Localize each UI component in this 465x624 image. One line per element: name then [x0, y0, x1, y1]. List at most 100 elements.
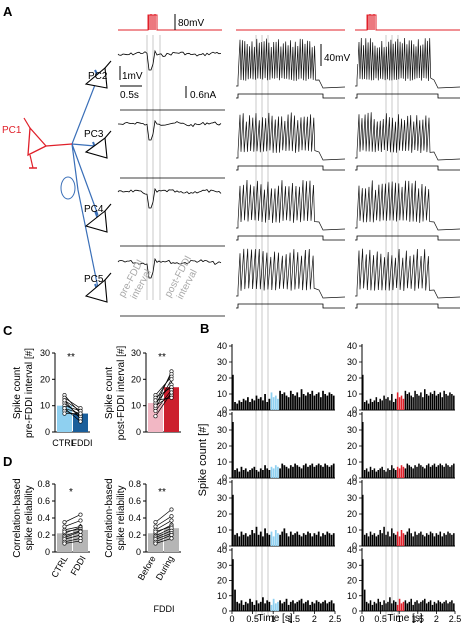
- d-right-point-2-b: [169, 514, 174, 519]
- hist-c2r2-bar-24: [406, 463, 409, 478]
- d-left-pair-line-1: [64, 514, 81, 523]
- d-right-pair-line-9: [155, 534, 172, 543]
- hist-c1r3-yticklabel-40: 40: [217, 477, 227, 487]
- stimulus-trace-ctrl-column: [118, 14, 222, 31]
- hist-c1r4-bar-4: [238, 603, 241, 611]
- hist-c2r1-bar-15: [389, 400, 391, 410]
- hist-c2r3-bar-5: [369, 531, 372, 546]
- hist-c1r2-bar-28: [289, 465, 292, 478]
- hist-c2r3-bar-42: [441, 536, 443, 546]
- hist-c2r4-bar-44: [445, 600, 447, 611]
- hist-c2r1-bar-23: [404, 390, 407, 410]
- c-right-pair-line-3: [155, 376, 172, 396]
- hist-c1r2-bar-24: [281, 463, 284, 478]
- pc3-label: PC3: [84, 129, 104, 140]
- hist-c2r4-bar-32: [422, 600, 424, 611]
- hist-c1r3-bar-47: [330, 534, 333, 546]
- hist-c2r4-bar-26: [410, 598, 412, 611]
- hist-c1r3-bar-33: [300, 536, 303, 546]
- hist-c2r4-bar-5: [369, 600, 372, 611]
- hist-c2r1-bar-39: [435, 395, 438, 410]
- hist-c2r3-bar-20: [398, 536, 401, 546]
- hist-c1r1-bar-22: [277, 398, 279, 410]
- hist-c2r2-bar-23: [404, 468, 407, 478]
- hist-c1r3-bar-41: [317, 531, 320, 546]
- hist-c1r4-bar-6: [242, 604, 245, 611]
- hist-c2r4-bar-17: [393, 600, 395, 611]
- hist-c1r2-bar-25: [283, 465, 286, 478]
- hist-c1r3-bar-19: [270, 531, 273, 546]
- hist-c1r2-bar-26: [285, 466, 288, 478]
- d-right-ytick-0-4: 0.4: [128, 513, 141, 523]
- hist-c1r1-bar-38: [311, 390, 314, 410]
- hist-c1r3-yticklabel-0: 0: [222, 541, 227, 551]
- hist-c2r4-bar-34: [425, 603, 428, 611]
- hist-c1r3-yticklabel-10: 10: [217, 525, 227, 535]
- hist-c2r3-bar-41: [439, 531, 442, 546]
- hist-c1r1-bar-1: [232, 374, 234, 410]
- hist-c1r3-bar-4: [238, 536, 241, 546]
- hist-c2r1-bar-35: [427, 395, 430, 410]
- hist-c2r1-bar-7: [373, 400, 376, 410]
- hist-c1r4-bar-31: [296, 601, 299, 611]
- hist-c1r2-bar-44: [324, 463, 327, 478]
- hist-c1r1-bar-14: [259, 397, 262, 410]
- d-right-pair-line-6: [155, 527, 172, 537]
- hist-c2r2-bar-27: [412, 468, 414, 478]
- spike-train-col2-row2: [355, 112, 461, 161]
- hist-c2r4-yticklabel-30: 30: [347, 560, 357, 570]
- hist-c1r1-bar-41: [317, 392, 320, 410]
- hist-c1r1-bar-17: [266, 402, 269, 410]
- extracellular-trace-3: [118, 119, 222, 141]
- c-right-pair-line-6: [155, 386, 172, 399]
- c-left-ytick-30: 30: [40, 348, 50, 358]
- hist-c2r2-bar-22: [402, 466, 405, 478]
- hist-c1r1-bar-18: [268, 398, 271, 410]
- hist-c2r3-bar-36: [429, 531, 432, 546]
- d-right-significance: **: [158, 487, 166, 498]
- hist-c1r1-bar-45: [326, 395, 329, 410]
- hist-c1r4-yticklabel-20: 20: [217, 576, 227, 586]
- hist-c1r4-bar-47: [330, 600, 333, 611]
- d-left-point-10-a: [62, 541, 67, 546]
- hist-c1r4-yticklabel-10: 10: [217, 591, 227, 601]
- hist-c1r1-bar-5: [240, 402, 243, 410]
- hist-c1r2-bar-47: [330, 465, 333, 478]
- scalebar-40mv-bg: [322, 50, 358, 64]
- hist-c1r1-bar-9: [249, 402, 251, 410]
- hist-c2r2-yticklabel-40: 40: [347, 409, 357, 419]
- hist-c1r2-bar-27: [287, 468, 290, 478]
- d-left-ytick-0-8: 0.8: [37, 479, 50, 489]
- hist-c2r4-yticklabel-40: 40: [347, 545, 357, 555]
- hist-c2r2-yticklabel-20: 20: [347, 441, 357, 451]
- d-right-pair-line-5: [155, 526, 172, 532]
- hist-c1r2-bar-14: [259, 468, 262, 478]
- hist-c1r4-bar-24: [281, 603, 284, 611]
- hist-c2r4-bar-30: [418, 603, 420, 611]
- c-left-point-9-b: [78, 411, 83, 416]
- hist-c2r4-bar-18: [394, 601, 397, 611]
- hist-c2r2-bar-4: [367, 471, 370, 478]
- hist-c1r2-bar-30: [294, 463, 296, 478]
- hist-c1r4-bar-38: [311, 601, 314, 611]
- hist-c2r4-bar-40: [437, 600, 440, 611]
- hist-c1r4-bar-12: [255, 600, 258, 611]
- d-left-point-2-b: [78, 518, 83, 523]
- c-right-ytick-20: 20: [131, 374, 141, 384]
- d-left-pair-line-7: [64, 531, 81, 538]
- hist-c2r3-bar-44: [445, 534, 447, 546]
- d-left-xlabel-fddi: FDDI: [69, 554, 88, 577]
- hist-c1r3-bar-27: [287, 536, 290, 546]
- hist-c2r3-bar-27: [412, 536, 414, 546]
- hist-c1r3-bar-15: [262, 536, 264, 546]
- hist-c2r3-bar-32: [422, 534, 424, 546]
- extracellular-trace-4: [117, 187, 222, 209]
- hist-c1r4-bar-8: [247, 603, 249, 611]
- hist-c2r1-bar-30: [418, 395, 420, 410]
- c-right-ylabel-2: post-FDDI interval [#]: [116, 346, 127, 441]
- pc4-label: PC4: [84, 204, 104, 215]
- hist-c2r4-bar-27: [412, 604, 414, 611]
- hist-c1r3-bar-34: [302, 533, 305, 546]
- hist-c2r1-bar-21: [400, 395, 403, 410]
